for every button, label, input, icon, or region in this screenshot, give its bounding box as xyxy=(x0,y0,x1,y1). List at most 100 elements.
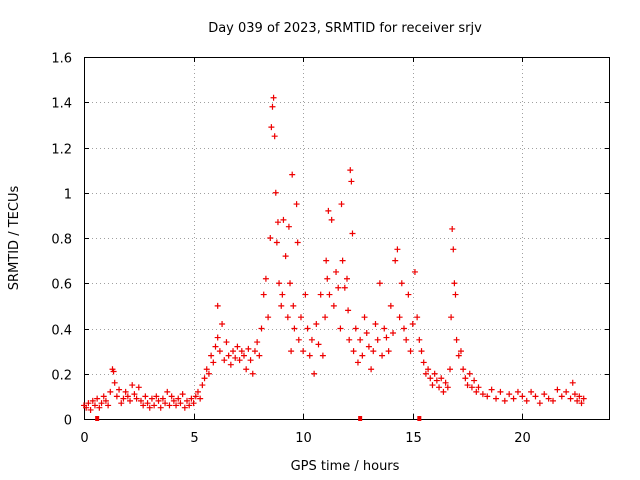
data-point xyxy=(295,336,302,343)
data-point xyxy=(383,334,390,341)
data-point xyxy=(442,379,449,386)
data-point xyxy=(550,397,557,404)
data-point xyxy=(304,325,311,332)
data-point xyxy=(210,359,217,366)
y-tick-label: 1 xyxy=(64,188,72,203)
data-point xyxy=(98,400,105,407)
y-tick-label: 1.4 xyxy=(51,97,72,112)
data-point xyxy=(289,171,296,178)
data-point xyxy=(153,393,160,400)
data-point xyxy=(462,375,469,382)
data-point xyxy=(339,257,346,264)
x-axis-title: GPS time / hours xyxy=(291,459,400,474)
data-point xyxy=(127,397,134,404)
data-point xyxy=(122,388,129,395)
data-point xyxy=(345,307,352,314)
data-point xyxy=(368,366,375,373)
data-point xyxy=(216,348,223,355)
data-point xyxy=(352,325,359,332)
baseline-marker xyxy=(358,416,363,421)
data-point xyxy=(427,375,434,382)
data-point xyxy=(344,275,350,282)
x-tick-label: 0 xyxy=(80,431,88,446)
data-point xyxy=(214,334,221,341)
data-point xyxy=(558,393,565,400)
data-point xyxy=(376,280,383,287)
data-point xyxy=(94,395,101,402)
data-point xyxy=(89,397,96,404)
data-point xyxy=(468,384,475,391)
data-point xyxy=(230,348,237,355)
x-tick-label: 5 xyxy=(190,431,198,446)
data-point xyxy=(267,235,274,241)
data-point xyxy=(278,302,285,309)
data-point xyxy=(387,302,394,309)
data-point xyxy=(447,366,454,373)
data-point xyxy=(175,395,182,402)
data-point xyxy=(85,400,92,407)
data-point xyxy=(541,391,548,398)
y-tick-label: 0.2 xyxy=(51,369,72,384)
data-point xyxy=(361,314,368,321)
data-point xyxy=(392,257,399,264)
data-point xyxy=(302,291,309,298)
data-point xyxy=(268,124,275,131)
data-point xyxy=(120,395,127,402)
data-point xyxy=(433,377,440,384)
chart-title: Day 039 of 2023, SRMTID for receiver srj… xyxy=(208,21,482,36)
data-point xyxy=(113,393,120,400)
data-point xyxy=(271,133,278,140)
data-point xyxy=(243,366,250,373)
data-point xyxy=(265,314,272,321)
data-point xyxy=(282,253,289,260)
data-point xyxy=(297,314,304,321)
data-point xyxy=(567,395,574,402)
data-point xyxy=(457,348,464,355)
data-point xyxy=(405,291,412,298)
data-point xyxy=(326,291,333,298)
data-point xyxy=(188,395,195,402)
data-point xyxy=(201,375,208,382)
y-axis-title: SRMTID / TECUs xyxy=(7,186,22,291)
data-point xyxy=(269,103,276,110)
data-point xyxy=(493,395,500,402)
data-point xyxy=(144,400,151,407)
data-point xyxy=(306,352,313,359)
x-tick-label: 10 xyxy=(295,431,312,446)
data-point xyxy=(234,343,241,350)
data-point xyxy=(333,268,340,275)
data-point xyxy=(569,379,576,386)
data-point xyxy=(131,391,138,398)
data-point xyxy=(422,370,429,377)
data-point xyxy=(272,189,279,196)
y-tick-label: 1.2 xyxy=(51,143,72,158)
data-point xyxy=(107,388,114,395)
data-point xyxy=(273,239,280,246)
y-tick-label: 0 xyxy=(64,414,72,429)
data-point xyxy=(96,404,103,411)
data-point xyxy=(159,395,166,402)
data-point xyxy=(438,375,445,382)
data-point xyxy=(155,397,162,404)
data-point xyxy=(338,201,345,208)
data-point xyxy=(450,246,457,253)
data-point xyxy=(374,336,381,343)
data-point xyxy=(203,366,210,373)
data-point xyxy=(354,359,361,366)
data-point xyxy=(249,370,256,377)
data-point xyxy=(466,370,473,377)
data-point xyxy=(574,397,581,404)
data-point xyxy=(293,201,300,208)
data-point xyxy=(124,393,131,400)
grid xyxy=(84,57,610,419)
data-point xyxy=(170,397,177,404)
data-point xyxy=(365,343,372,350)
y-tick-label: 1.6 xyxy=(51,52,72,67)
data-point xyxy=(240,352,247,359)
data-point xyxy=(251,348,258,355)
x-tick-label: 15 xyxy=(405,431,422,446)
data-point xyxy=(192,393,199,400)
data-point xyxy=(140,402,147,409)
data-point xyxy=(284,314,291,321)
data-point xyxy=(118,400,125,407)
